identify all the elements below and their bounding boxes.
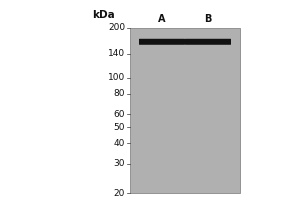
Text: 30: 30: [113, 159, 125, 168]
Text: 40: 40: [114, 139, 125, 148]
Text: 80: 80: [113, 89, 125, 98]
Text: B: B: [204, 14, 212, 24]
Text: 50: 50: [113, 123, 125, 132]
FancyBboxPatch shape: [185, 39, 231, 45]
Text: 100: 100: [108, 73, 125, 82]
Text: 20: 20: [114, 188, 125, 198]
Text: kDa: kDa: [92, 10, 115, 20]
Text: 60: 60: [113, 110, 125, 119]
Bar: [130, 28, 240, 193]
Text: 140: 140: [108, 49, 125, 58]
Text: 200: 200: [108, 23, 125, 32]
Text: A: A: [158, 14, 166, 24]
FancyBboxPatch shape: [139, 39, 185, 45]
